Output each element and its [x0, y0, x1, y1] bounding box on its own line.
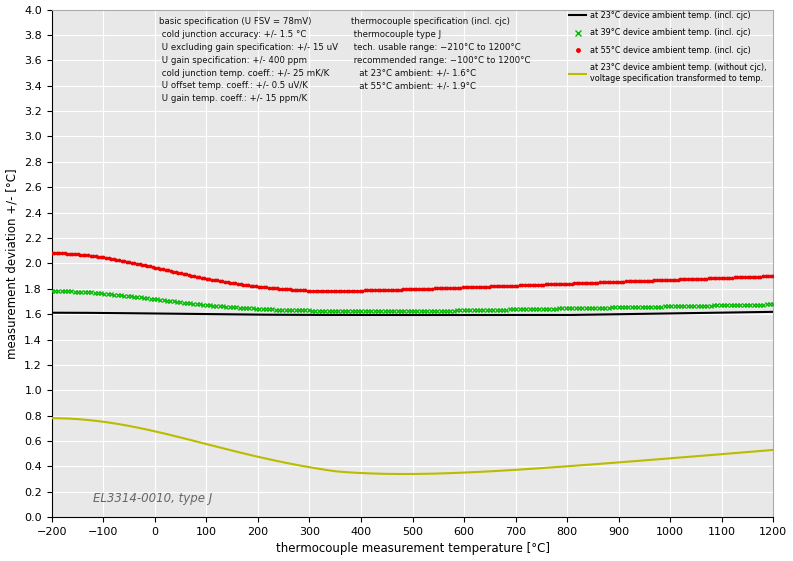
Text: basic specification (U FSV = 78mV)
 cold junction accuracy: +/- 1.5 °C
 U exclud: basic specification (U FSV = 78mV) cold …	[159, 17, 338, 103]
Text: thermocouple specification (incl. cjc)
 thermocouple type J
 tech. usable range:: thermocouple specification (incl. cjc) t…	[351, 17, 531, 90]
Legend: at 23°C device ambient temp. (incl. cjc), at 39°C device ambient temp. (incl. cj: at 23°C device ambient temp. (incl. cjc)…	[566, 8, 769, 85]
Text: EL3314-0010, type J: EL3314-0010, type J	[93, 492, 213, 505]
X-axis label: thermocouple measurement temperature [°C]: thermocouple measurement temperature [°C…	[275, 542, 550, 555]
Y-axis label: measurement deviation +/- [°C]: measurement deviation +/- [°C]	[6, 168, 18, 358]
